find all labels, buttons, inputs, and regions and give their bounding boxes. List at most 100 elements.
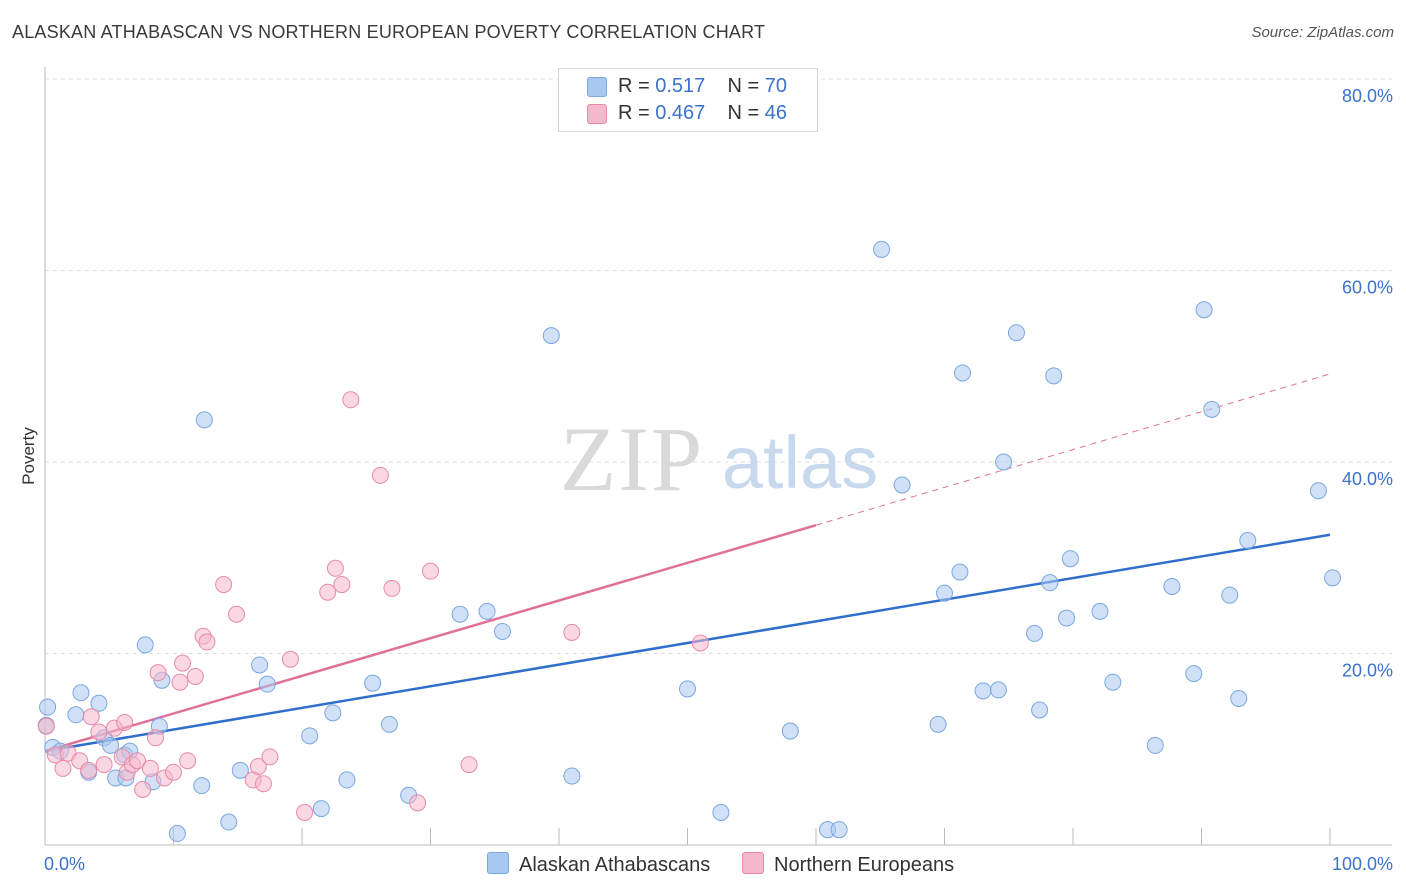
legend-n-value: 46 [764, 102, 788, 124]
point-athabascan [1146, 736, 1164, 754]
point-northern-european [116, 713, 134, 731]
watermark-zip: ZIP [560, 408, 704, 510]
x-tick-label: 0.0% [44, 854, 85, 874]
bottom-legend-swatch-northern-european [742, 852, 764, 874]
point-athabascan [1203, 400, 1221, 418]
bottom-legend-swatch-athabascan [487, 852, 509, 874]
trend-line-athabascan [44, 533, 1331, 753]
point-northern-european [149, 664, 167, 682]
point-northern-european [82, 708, 100, 726]
point-northern-european [171, 673, 189, 691]
point-athabascan [1058, 609, 1076, 627]
point-athabascan [193, 777, 211, 795]
point-athabascan [364, 674, 382, 692]
point-northern-european [460, 756, 478, 774]
y-axis-label: Poverty [19, 427, 38, 485]
point-northern-european [129, 752, 147, 770]
point-northern-european [383, 579, 401, 597]
point-athabascan [1104, 673, 1122, 691]
point-northern-european [90, 723, 108, 741]
point-athabascan [301, 727, 319, 745]
source-label: Source: ZipAtlas.com [1251, 24, 1394, 41]
trend-lines [44, 373, 1331, 753]
point-athabascan [451, 605, 469, 623]
point-athabascan [90, 694, 108, 712]
point-athabascan [1239, 532, 1257, 550]
point-athabascan [1045, 367, 1063, 385]
point-athabascan [679, 680, 696, 698]
trend-line-extension-northern-european [815, 373, 1331, 526]
point-northern-european [281, 650, 299, 668]
point-athabascan [1061, 550, 1079, 568]
point-athabascan [929, 715, 947, 733]
x-tick-label: 100.0% [1332, 854, 1393, 874]
point-northern-european [422, 562, 439, 580]
point-athabascan [830, 821, 848, 839]
legend: R = 0.517 N = 70 R = 0.467 N = 46 [558, 68, 818, 132]
axes [44, 67, 1392, 846]
point-athabascan [1221, 586, 1239, 604]
point-athabascan [67, 706, 85, 724]
point-athabascan [220, 813, 238, 831]
point-northern-european [179, 752, 197, 770]
point-athabascan [974, 682, 992, 700]
point-athabascan [251, 656, 269, 674]
point-athabascan [542, 327, 560, 345]
point-athabascan [953, 364, 971, 382]
point-athabascan [1091, 602, 1109, 620]
legend-n-label: N = [727, 75, 765, 97]
bottom-legend-label: Alaskan Athabascans [519, 854, 711, 876]
point-northern-european [563, 623, 581, 641]
point-athabascan [1195, 301, 1213, 319]
point-northern-european [215, 576, 233, 594]
point-northern-european [147, 729, 165, 747]
point-athabascan [380, 715, 398, 733]
point-northern-european [186, 667, 204, 685]
watermark-atlas: atlas [722, 421, 878, 504]
point-athabascan [136, 636, 154, 654]
point-northern-european [319, 583, 337, 601]
point-athabascan [39, 698, 57, 716]
legend-n-value: 70 [764, 75, 788, 97]
point-athabascan [102, 736, 120, 754]
legend-swatch-athabascan [587, 77, 607, 97]
bottom-legend-label: Northern Europeans [774, 854, 955, 876]
point-northern-european [165, 763, 182, 781]
y-tick-label: 60.0% [1342, 278, 1393, 298]
point-athabascan [1163, 577, 1181, 595]
point-athabascan [1185, 665, 1203, 683]
legend-n-label: N = [727, 102, 765, 124]
gridlines [45, 78, 1392, 654]
point-athabascan [312, 800, 330, 818]
zipatlas-watermark: ZIP atlas [560, 408, 878, 510]
point-athabascan [936, 584, 953, 602]
point-athabascan [478, 602, 496, 620]
point-athabascan [951, 563, 969, 581]
bottom-legend-athabascan: Alaskan Athabascans [487, 852, 710, 877]
y-tick-label: 80.0% [1342, 86, 1393, 106]
legend-r-value: 0.517 [655, 75, 706, 97]
point-northern-european [342, 391, 360, 409]
point-athabascan [1031, 701, 1049, 719]
point-northern-european [326, 559, 344, 577]
data-points [37, 240, 1342, 843]
point-athabascan [72, 684, 90, 702]
point-athabascan [893, 476, 911, 494]
point-northern-european [409, 794, 427, 812]
point-northern-european [173, 654, 191, 672]
point-athabascan [258, 675, 276, 693]
point-northern-european [261, 748, 279, 766]
point-athabascan [1230, 690, 1248, 708]
y-tick-label: 40.0% [1342, 469, 1393, 489]
point-northern-european [249, 757, 267, 775]
point-athabascan [493, 622, 511, 640]
point-athabascan [989, 681, 1007, 699]
point-athabascan [1324, 569, 1342, 587]
point-athabascan [168, 825, 186, 843]
point-athabascan [563, 767, 581, 785]
legend-r-label: R = [618, 75, 656, 97]
point-northern-european [371, 466, 389, 484]
point-northern-european [54, 759, 72, 777]
point-athabascan [1309, 482, 1327, 500]
